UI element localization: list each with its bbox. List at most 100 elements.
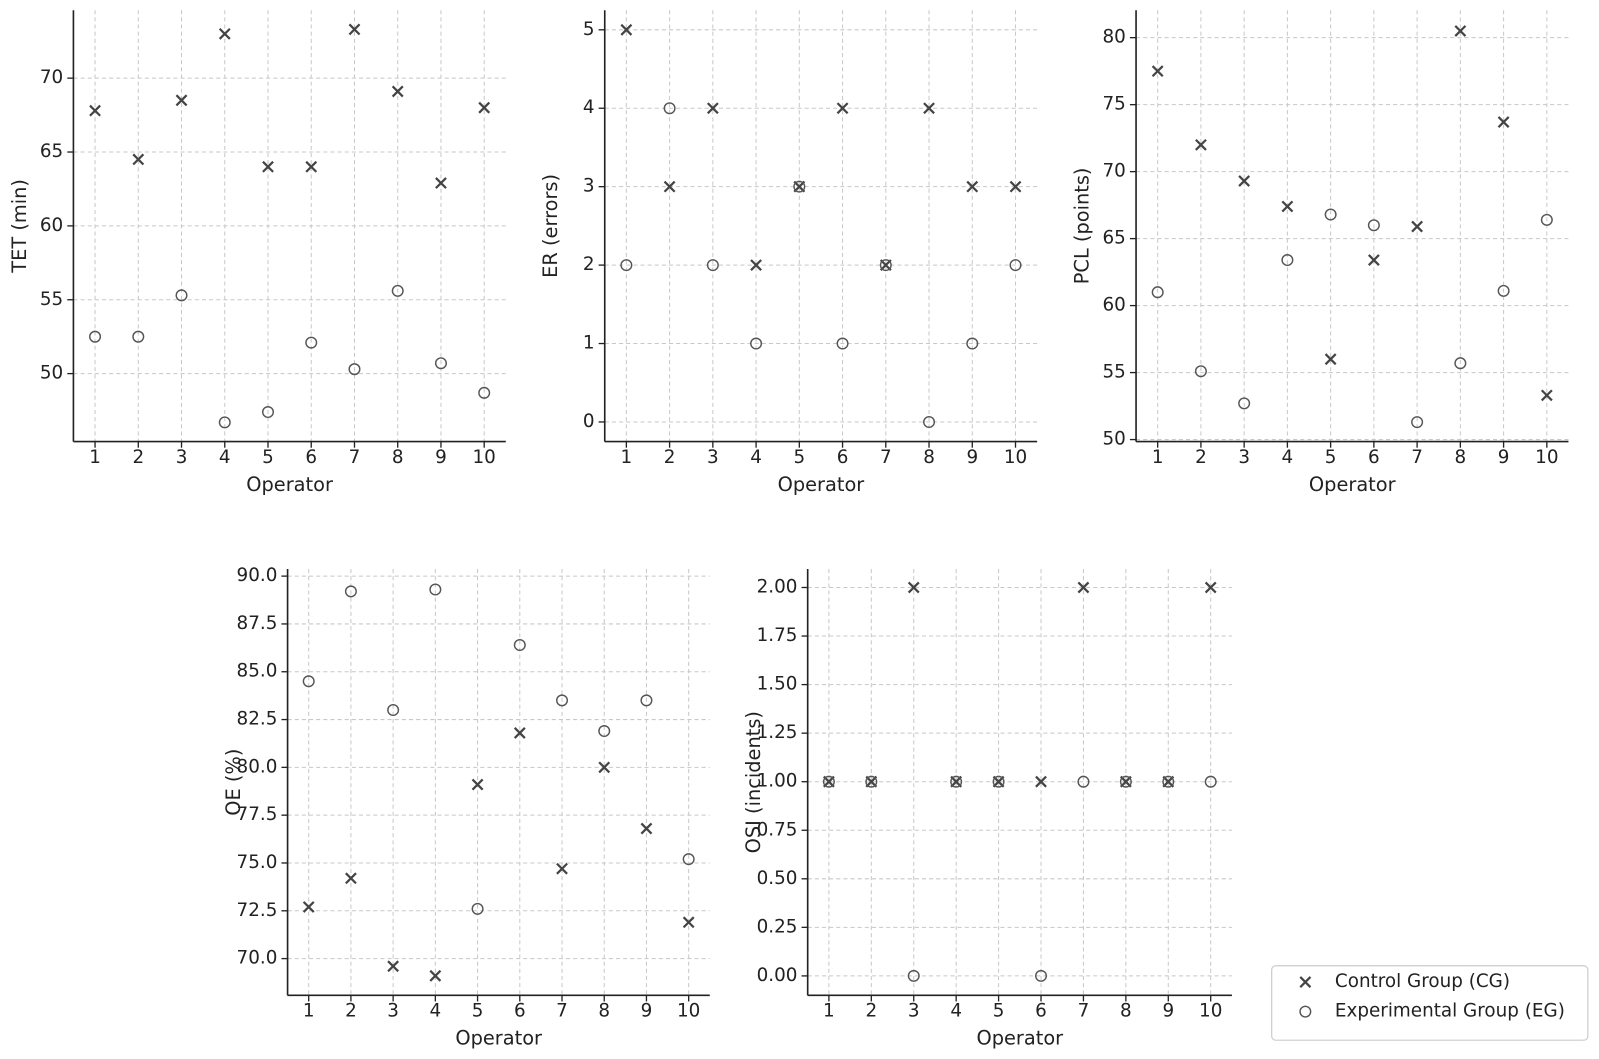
y-tick-label: 0.25 — [757, 916, 798, 937]
circle-marker — [218, 416, 231, 429]
y-axis-label: OE (%) — [222, 749, 245, 816]
x-tick-label: 1 — [1152, 447, 1164, 468]
circle-marker — [434, 357, 447, 370]
y-tick-label: 70.0 — [237, 948, 278, 969]
circle-marker — [836, 337, 849, 350]
x-tick-label: 6 — [1035, 1001, 1047, 1022]
x-tick-label: 4 — [750, 447, 762, 468]
x-marker — [750, 259, 762, 271]
circle-marker — [1299, 1005, 1312, 1018]
x-tick-label: 10 — [473, 447, 496, 468]
x-tick-label: 9 — [1162, 1001, 1174, 1022]
circle-marker — [793, 180, 806, 193]
y-tick-label: 50 — [40, 363, 63, 384]
y-tick-label: 80 — [1103, 27, 1126, 48]
x-marker — [1497, 116, 1510, 128]
x-tick-label: 2 — [132, 447, 144, 468]
y-axis-label: TET (min) — [8, 179, 31, 274]
x-tick-label: 9 — [1498, 447, 1510, 468]
circle-marker — [1540, 213, 1553, 226]
x-marker — [1009, 180, 1022, 193]
x-tick-label: 4 — [950, 1001, 962, 1022]
x-marker — [175, 94, 188, 107]
x-marker — [471, 778, 484, 791]
x-marker — [1035, 775, 1047, 788]
circle-marker — [471, 902, 484, 915]
circle-marker — [822, 775, 835, 788]
circle-marker — [1204, 775, 1217, 788]
x-marker — [387, 960, 400, 973]
x-tick-label: 10 — [1535, 447, 1558, 468]
circle-marker — [1119, 775, 1132, 788]
circle-marker — [132, 330, 145, 343]
x-marker — [348, 23, 361, 36]
circle-marker — [1009, 259, 1022, 272]
x-tick-label: 2 — [1195, 447, 1207, 468]
x-marker — [305, 160, 318, 173]
x-axis-label: Operator — [778, 473, 865, 496]
circle-marker — [1411, 416, 1424, 429]
x-tick-label: 7 — [880, 447, 892, 468]
circle-marker — [1151, 286, 1164, 299]
circle-marker — [1367, 219, 1380, 232]
y-tick-label: 70 — [1103, 161, 1126, 182]
x-tick-label: 6 — [514, 1001, 526, 1022]
x-marker — [663, 180, 676, 193]
circle-marker — [1034, 969, 1048, 982]
x-marker — [218, 27, 231, 40]
y-tick-label: 1.50 — [757, 674, 798, 695]
circle-marker — [682, 853, 695, 866]
circle-marker — [1497, 284, 1510, 297]
x-tick-label: 1 — [823, 1001, 835, 1022]
x-marker — [1454, 25, 1467, 37]
x-marker — [132, 153, 145, 166]
x-axis-label: Operator — [455, 1027, 542, 1050]
x-tick-label: 9 — [435, 447, 447, 468]
circle-marker — [348, 363, 361, 376]
y-tick-label: 60 — [40, 215, 63, 236]
x-marker — [478, 101, 491, 114]
y-tick-label: 65 — [1103, 228, 1126, 249]
legend-label: Experimental Group (EG) — [1335, 1001, 1565, 1022]
y-tick-label: 75 — [1103, 94, 1126, 115]
circle-marker — [391, 284, 404, 297]
y-tick-label: 80.0 — [237, 756, 278, 777]
y-tick-label: 4 — [583, 97, 595, 118]
circle-marker — [261, 406, 275, 419]
x-marker — [435, 177, 447, 189]
x-tick-label: 8 — [598, 1001, 610, 1022]
y-tick-label: 1 — [583, 333, 595, 354]
circle-marker — [1324, 208, 1337, 221]
y-tick-label: 0.00 — [757, 965, 798, 986]
y-tick-label: 55 — [1103, 362, 1126, 383]
y-tick-label: 50 — [1103, 429, 1126, 450]
x-marker — [391, 85, 404, 98]
x-tick-label: 3 — [707, 447, 719, 468]
circle-marker — [966, 337, 979, 350]
x-tick-label: 10 — [1004, 447, 1027, 468]
y-tick-label: 3 — [583, 176, 595, 197]
x-tick-label: 5 — [793, 447, 805, 468]
x-tick-label: 10 — [1199, 1001, 1222, 1022]
y-tick-label: 75.0 — [237, 852, 278, 873]
circle-marker — [750, 337, 763, 350]
x-marker — [706, 102, 719, 115]
circle-marker — [302, 675, 315, 688]
x-tick-label: 2 — [865, 1001, 877, 1022]
y-tick-label: 60 — [1103, 295, 1126, 316]
y-tick-label: 65 — [40, 141, 63, 162]
x-tick-label: 3 — [176, 447, 188, 468]
x-marker — [836, 102, 849, 115]
x-marker — [556, 862, 568, 875]
circle-marker — [1454, 357, 1467, 370]
x-tick-label: 2 — [345, 1001, 357, 1022]
x-marker — [1540, 389, 1553, 402]
x-tick-label: 8 — [923, 447, 935, 468]
circle-marker — [429, 583, 442, 596]
x-tick-label: 6 — [837, 447, 849, 468]
circle-marker — [1281, 254, 1294, 267]
y-tick-label: 77.5 — [237, 804, 278, 825]
x-marker — [907, 581, 920, 594]
x-marker — [345, 872, 357, 885]
